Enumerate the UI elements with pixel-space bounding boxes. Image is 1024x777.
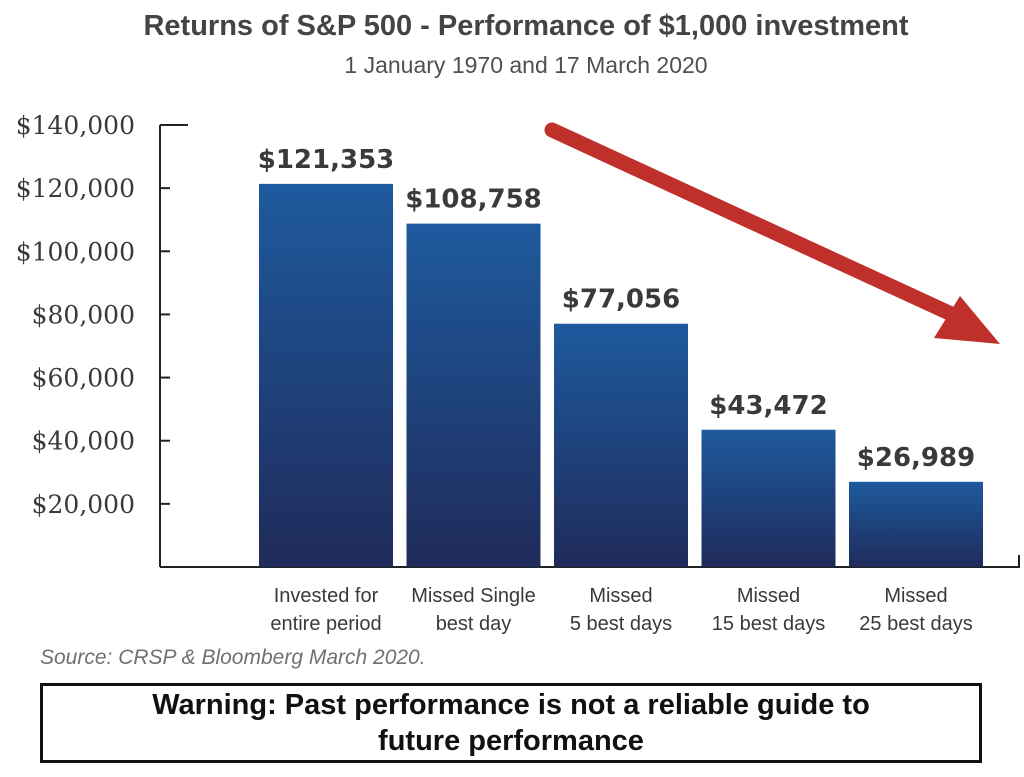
category-label: best day xyxy=(436,613,512,635)
bar xyxy=(701,429,836,567)
y-tick-label: $120,000 xyxy=(16,174,135,203)
category-label: Missed xyxy=(737,585,800,607)
category-label: 25 best days xyxy=(859,613,972,635)
data-label: $108,758 xyxy=(405,185,542,215)
category-label: 15 best days xyxy=(712,613,825,635)
bar-chart: $20,000 $40,000 $60,000 $80,000 $100,000 $120… xyxy=(16,111,1020,635)
chart-title: Returns of S&P 500 - Performance of $1,0… xyxy=(143,10,909,42)
warning-box: Warning: Past performance is not a relia… xyxy=(40,683,982,763)
trend-arrow-head xyxy=(934,296,1000,344)
bar xyxy=(849,481,983,567)
category-label: Missed xyxy=(589,585,652,607)
bar xyxy=(406,223,541,568)
trend-arrow-shaft xyxy=(544,122,968,326)
data-label: $26,989 xyxy=(857,443,975,473)
y-tick-label: $100,000 xyxy=(16,237,135,266)
category-label: entire period xyxy=(270,613,381,635)
y-tick-label: $20,000 xyxy=(32,490,135,519)
y-tick-label: $60,000 xyxy=(32,364,135,393)
chart-subtitle: 1 January 1970 and 17 March 2020 xyxy=(344,52,708,78)
category-label: 5 best days xyxy=(570,613,672,635)
bar xyxy=(259,183,393,567)
category-label: Missed xyxy=(884,585,947,607)
data-label: $43,472 xyxy=(709,391,827,421)
warning-text: Warning: Past performance is not a relia… xyxy=(152,689,870,757)
category-label: Invested for xyxy=(274,585,379,607)
y-tick-label: $140,000 xyxy=(16,111,135,140)
category-label: Missed Single xyxy=(411,585,536,607)
data-label: $121,353 xyxy=(258,145,395,175)
data-label: $77,056 xyxy=(562,285,680,315)
y-tick-label: $40,000 xyxy=(32,427,135,456)
source-note: Source: CRSP & Bloomberg March 2020. xyxy=(40,646,426,669)
y-tick-label: $80,000 xyxy=(32,300,135,329)
bar xyxy=(554,323,688,567)
